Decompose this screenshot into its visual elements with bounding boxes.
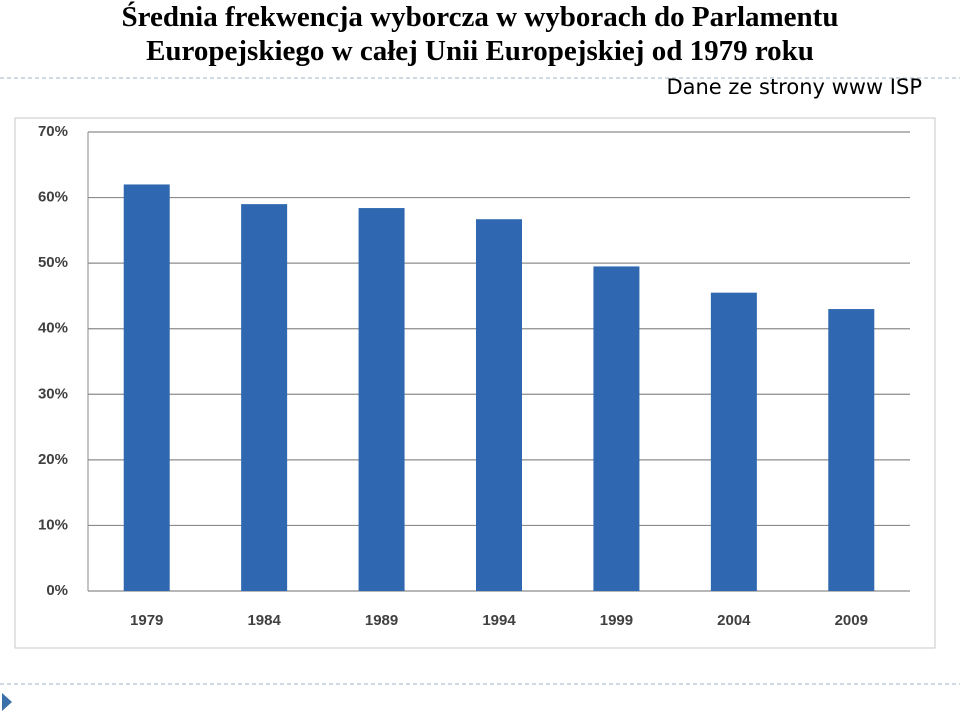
bar [593,266,640,591]
bar [123,184,170,591]
chart-subtitle: Dane ze strony www ISP [666,75,922,99]
x-tick-label: 2009 [835,612,868,629]
bar [476,219,522,591]
bar [358,208,405,591]
x-tick-label: 1989 [365,612,398,629]
y-tick-label: 10% [38,516,68,533]
y-tick-label: 0% [46,582,68,599]
y-tick-label: 70% [38,123,68,140]
x-tick-label: 1984 [247,612,281,629]
x-tick-label: 1979 [130,612,163,629]
chart-title: Średnia frekwencja wyborcza w wyborach d… [121,1,839,67]
bar [828,309,875,591]
y-tick-label: 20% [38,451,68,468]
bar [241,204,288,591]
x-tick-label: 2004 [717,612,751,629]
bullet [2,693,12,711]
x-tick-label: 1994 [482,612,516,629]
y-tick-label: 40% [38,320,68,337]
y-tick-label: 50% [38,254,68,271]
y-tick-label: 60% [38,189,68,206]
x-tick-label: 1999 [600,612,633,629]
y-tick-label: 30% [38,385,68,402]
bar [710,292,757,591]
